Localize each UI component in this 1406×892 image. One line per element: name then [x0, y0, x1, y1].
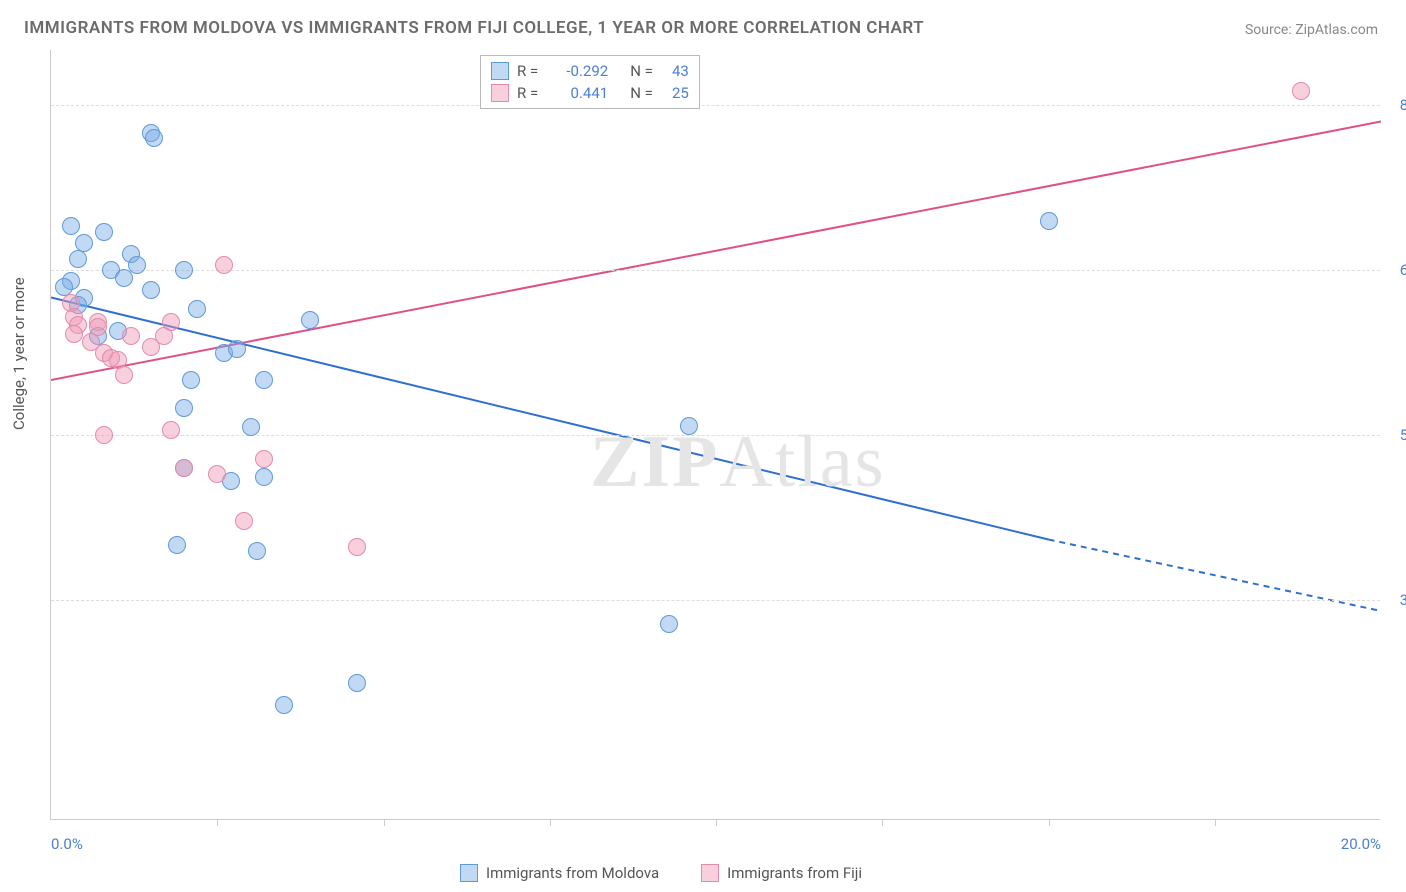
- gridline: [51, 105, 1380, 106]
- scatter-point: [128, 256, 146, 274]
- scatter-point: [162, 313, 180, 331]
- scatter-point: [248, 542, 266, 560]
- x-tick: [550, 819, 551, 826]
- scatter-point: [65, 325, 83, 343]
- scatter-point: [228, 340, 246, 358]
- legend-n-label: N =: [630, 62, 653, 80]
- scatter-point: [168, 536, 186, 554]
- scatter-point: [142, 338, 160, 356]
- legend-n-value: 43: [661, 62, 689, 80]
- scatter-point: [89, 318, 107, 336]
- gridline: [51, 600, 1380, 601]
- x-tick: [1049, 819, 1050, 826]
- x-tick-label: 0.0%: [51, 835, 83, 853]
- scatter-point: [215, 256, 233, 274]
- gridline: [51, 270, 1380, 271]
- scatter-point: [255, 371, 273, 389]
- scatter-point: [348, 538, 366, 556]
- scatter-point: [115, 366, 133, 384]
- scatter-point: [115, 269, 133, 287]
- scatter-point: [175, 399, 193, 417]
- legend-r-label: R =: [517, 84, 538, 102]
- y-tick-label: 50.0%: [1400, 426, 1406, 444]
- scatter-point: [208, 465, 226, 483]
- legend-n-label: N =: [630, 84, 653, 102]
- scatter-point: [145, 129, 163, 147]
- legend-correlation: R = -0.292 N = 43 R = 0.441 N = 25: [480, 55, 700, 109]
- scatter-point: [175, 261, 193, 279]
- source-label: Source: ZipAtlas.com: [1245, 22, 1378, 38]
- legend-r-label: R =: [517, 62, 538, 80]
- scatter-point: [235, 512, 253, 530]
- scatter-point: [95, 426, 113, 444]
- trend-line: [51, 122, 1381, 381]
- y-tick-label: 65.0%: [1400, 261, 1406, 279]
- scatter-point: [122, 327, 140, 345]
- scatter-point: [62, 217, 80, 235]
- legend-series-label: Immigrants from Moldova: [486, 864, 659, 882]
- x-tick: [882, 819, 883, 826]
- legend-swatch: [491, 62, 509, 80]
- scatter-point: [188, 300, 206, 318]
- legend-series-item: Immigrants from Moldova: [460, 864, 659, 882]
- legend-correlation-row: R = 0.441 N = 25: [491, 82, 689, 104]
- legend-correlation-row: R = -0.292 N = 43: [491, 60, 689, 82]
- scatter-point: [242, 418, 260, 436]
- scatter-point: [680, 417, 698, 435]
- x-tick: [1215, 819, 1216, 826]
- scatter-point: [1292, 82, 1310, 100]
- legend-swatch: [460, 864, 478, 882]
- x-tick: [716, 819, 717, 826]
- y-tick-label: 35.0%: [1400, 591, 1406, 609]
- chart-plot-area: 35.0%50.0%65.0%80.0%0.0%20.0%: [50, 50, 1380, 820]
- legend-swatch: [491, 84, 509, 102]
- scatter-point: [55, 278, 73, 296]
- y-axis-label: College, 1 year or more: [10, 277, 28, 430]
- legend-series-label: Immigrants from Fiji: [727, 864, 862, 882]
- scatter-point: [95, 223, 113, 241]
- scatter-point: [255, 450, 273, 468]
- scatter-point: [660, 615, 678, 633]
- scatter-point: [69, 250, 87, 268]
- scatter-point: [75, 234, 93, 252]
- legend-r-value: 0.441: [546, 84, 608, 102]
- scatter-point: [175, 459, 193, 477]
- x-tick-label: 20.0%: [1341, 835, 1381, 853]
- legend-series: Immigrants from Moldova Immigrants from F…: [460, 864, 862, 882]
- y-tick-label: 80.0%: [1400, 96, 1406, 114]
- legend-series-item: Immigrants from Fiji: [701, 864, 862, 882]
- scatter-point: [348, 674, 366, 692]
- scatter-point: [301, 311, 319, 329]
- scatter-point: [142, 281, 160, 299]
- x-tick: [217, 819, 218, 826]
- scatter-point: [255, 468, 273, 486]
- scatter-point: [1040, 212, 1058, 230]
- scatter-point: [182, 371, 200, 389]
- trend-line: [51, 298, 1049, 540]
- legend-n-value: 25: [661, 84, 689, 102]
- legend-r-value: -0.292: [546, 62, 608, 80]
- chart-title: IMMIGRANTS FROM MOLDOVA VS IMMIGRANTS FR…: [24, 18, 924, 38]
- legend-swatch: [701, 864, 719, 882]
- scatter-point: [275, 696, 293, 714]
- scatter-point: [102, 349, 120, 367]
- scatter-point: [162, 421, 180, 439]
- x-tick: [384, 819, 385, 826]
